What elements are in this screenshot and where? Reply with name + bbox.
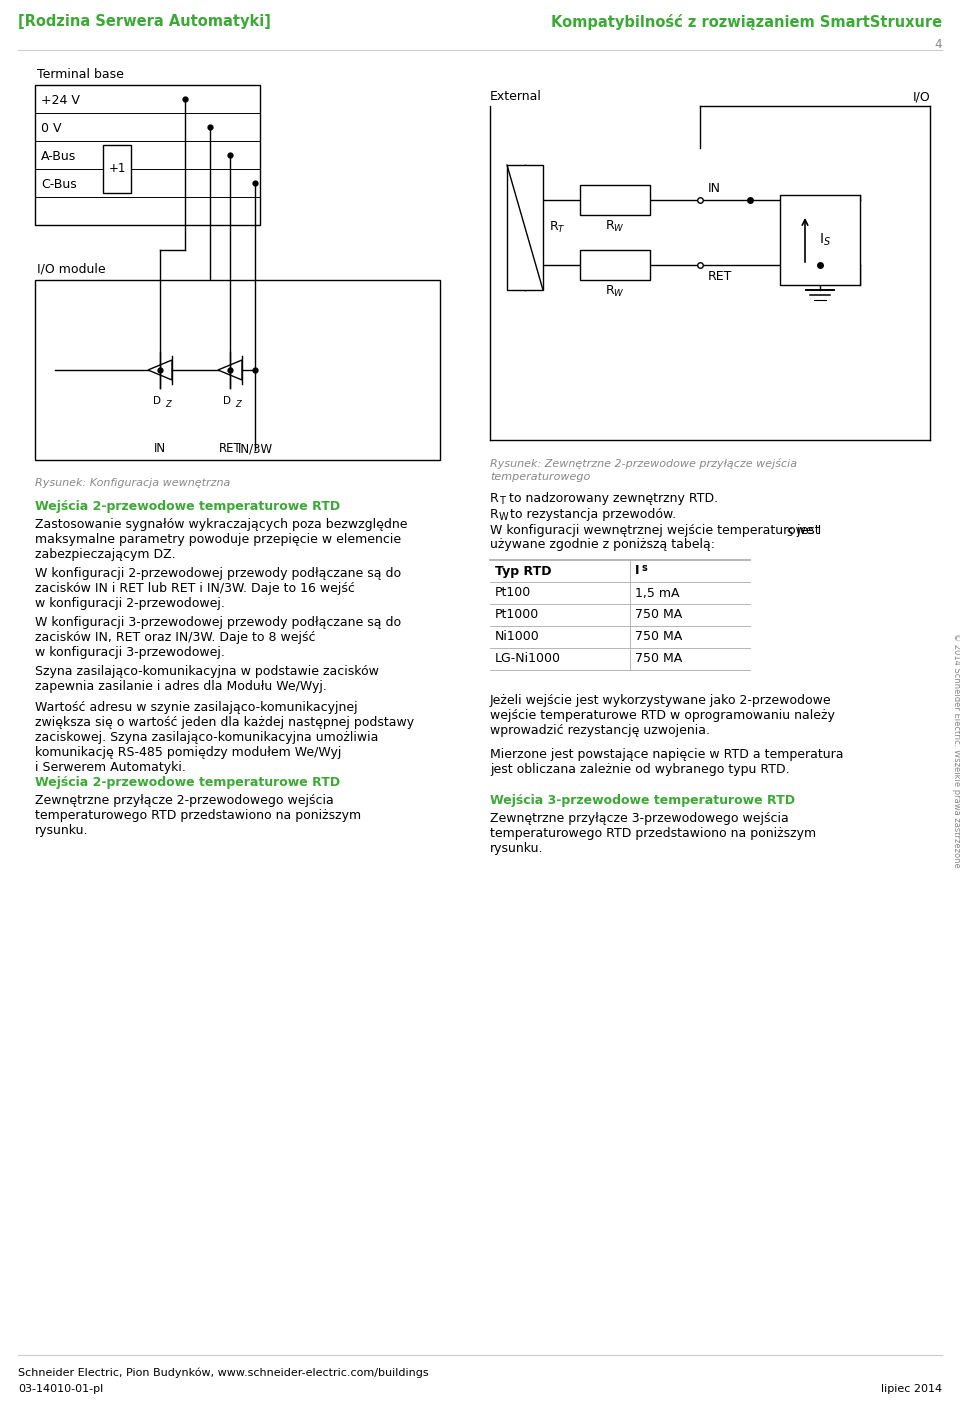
Text: External: External	[490, 90, 541, 104]
Text: Wartość adresu w szynie zasilająco-komunikacyjnej
zwiększa się o wartość jeden d: Wartość adresu w szynie zasilająco-komun…	[35, 700, 414, 773]
Text: I: I	[635, 565, 639, 577]
Text: +24 V: +24 V	[41, 94, 80, 106]
Text: I/O: I/O	[912, 90, 930, 104]
Text: używane zgodnie z poniższą tabelą:: używane zgodnie z poniższą tabelą:	[490, 538, 715, 551]
Text: W konfiguracji 2-przewodowej przewody podłączane są do
zacisków IN i RET lub RET: W konfiguracji 2-przewodowej przewody po…	[35, 567, 401, 609]
Text: Schneider Electric, Pion Budynków, www.schneider-electric.com/buildings: Schneider Electric, Pion Budynków, www.s…	[18, 1367, 428, 1379]
Text: Zewnętrzne przyłącze 2-przewodowego wejścia
temperaturowego RTD przedstawiono na: Zewnętrzne przyłącze 2-przewodowego wejś…	[35, 794, 361, 836]
Text: jest: jest	[793, 524, 820, 537]
Text: Wejścia 2-przewodowe temperaturowe RTD: Wejścia 2-przewodowe temperaturowe RTD	[35, 776, 340, 789]
Text: IN: IN	[708, 182, 721, 195]
Text: Typ RTD: Typ RTD	[495, 565, 551, 577]
Text: 750 MA: 750 MA	[635, 653, 683, 665]
Text: S: S	[786, 528, 792, 538]
Bar	[780, 195, 860, 284]
Text: RET: RET	[219, 441, 241, 455]
Text: R$_T$: R$_T$	[549, 220, 565, 235]
Text: I$_S$: I$_S$	[819, 231, 831, 248]
Text: © 2014 Schneider Electric. Wszelkie prawa zastrzeżone: © 2014 Schneider Electric. Wszelkie praw…	[952, 633, 960, 867]
Text: Zewnętrzne przyłącze 3-przewodowego wejścia
temperaturowego RTD przedstawiono na: Zewnętrzne przyłącze 3-przewodowego wejś…	[490, 813, 816, 855]
Text: RET: RET	[708, 270, 732, 283]
Text: 1,5 mA: 1,5 mA	[635, 587, 680, 600]
Text: temperaturowego: temperaturowego	[490, 472, 590, 482]
Text: D: D	[153, 396, 161, 406]
Text: lipiec 2014: lipiec 2014	[881, 1384, 942, 1394]
Text: W konfiguracji 3-przewodowej przewody podłączane są do
zacisków IN, RET oraz IN/: W konfiguracji 3-przewodowej przewody po…	[35, 616, 401, 658]
Text: Zastosowanie sygnałów wykraczających poza bezwzględne
maksymalne parametry powod: Zastosowanie sygnałów wykraczających poz…	[35, 518, 407, 560]
Text: 0 V: 0 V	[41, 122, 61, 134]
Text: Mierzone jest powstające napięcie w RTD a temperatura
jest obliczana zależnie od: Mierzone jest powstające napięcie w RTD …	[490, 748, 844, 776]
Text: R: R	[490, 492, 499, 504]
Bar	[580, 185, 650, 214]
Text: Rysunek: Zewnętrzne 2-przewodowe przyłącze wejścia: Rysunek: Zewnętrzne 2-przewodowe przyłąc…	[490, 458, 797, 469]
Text: to rezystancja przewodów.: to rezystancja przewodów.	[506, 509, 676, 521]
Bar	[507, 165, 543, 290]
Text: Pt100: Pt100	[495, 587, 531, 600]
Text: C-Bus: C-Bus	[41, 178, 77, 191]
Text: IN: IN	[154, 441, 166, 455]
Text: 4: 4	[934, 38, 942, 50]
Text: W: W	[499, 511, 509, 523]
Text: to nadzorowany zewnętrzny RTD.: to nadzorowany zewnętrzny RTD.	[505, 492, 718, 504]
Text: 750 MA: 750 MA	[635, 608, 683, 622]
Text: Pt1000: Pt1000	[495, 608, 540, 622]
Text: Szyna zasilająco-komunikacyjna w podstawie zacisków
zapewnia zasilanie i adres d: Szyna zasilająco-komunikacyjna w podstaw…	[35, 665, 379, 693]
Bar	[580, 249, 650, 280]
Text: Z: Z	[165, 401, 171, 409]
Text: IN/3W: IN/3W	[237, 441, 273, 455]
Text: Wejścia 2-przewodowe temperaturowe RTD: Wejścia 2-przewodowe temperaturowe RTD	[35, 500, 340, 513]
Text: W konfiguracji wewnętrznej wejście temperaturowe I: W konfiguracji wewnętrznej wejście tempe…	[490, 524, 821, 537]
Text: Rysunek: Konfiguracja wewnętrzna: Rysunek: Konfiguracja wewnętrzna	[35, 478, 230, 488]
Text: +1: +1	[108, 163, 126, 175]
Text: [Rodzina Serwera Automatyki]: [Rodzina Serwera Automatyki]	[18, 14, 271, 29]
Text: Ni1000: Ni1000	[495, 630, 540, 643]
Text: T: T	[499, 496, 505, 506]
Text: Kompatybilność z rozwiązaniem SmartStruxure: Kompatybilność z rozwiązaniem SmartStrux…	[551, 14, 942, 29]
Text: Terminal base: Terminal base	[37, 69, 124, 81]
Text: s: s	[642, 563, 648, 573]
Text: R$_W$: R$_W$	[605, 219, 625, 234]
Text: LG-Ni1000: LG-Ni1000	[495, 653, 561, 665]
Text: R: R	[490, 509, 499, 521]
Text: D: D	[223, 396, 231, 406]
Text: A-Bus: A-Bus	[41, 150, 76, 163]
Text: Wejścia 3-przewodowe temperaturowe RTD: Wejścia 3-przewodowe temperaturowe RTD	[490, 794, 795, 807]
Text: 750 MA: 750 MA	[635, 630, 683, 643]
Bar	[35, 85, 260, 226]
Text: Jeżeli wejście jest wykorzystywane jako 2-przewodowe
wejście temperaturowe RTD w: Jeżeli wejście jest wykorzystywane jako …	[490, 693, 835, 737]
Text: Z: Z	[235, 401, 241, 409]
Bar	[103, 144, 131, 193]
Text: R$_W$: R$_W$	[605, 284, 625, 298]
Text: I/O module: I/O module	[37, 263, 106, 276]
Bar	[35, 280, 440, 460]
Text: 03-14010-01-pl: 03-14010-01-pl	[18, 1384, 104, 1394]
